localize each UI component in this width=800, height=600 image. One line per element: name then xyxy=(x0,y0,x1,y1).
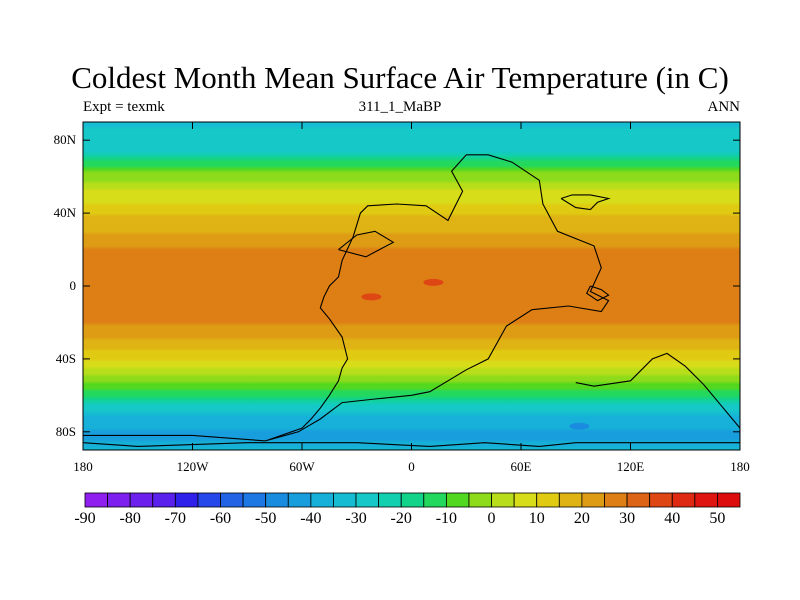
colorbar-swatch-22 xyxy=(581,492,605,508)
colorbar-swatch-23 xyxy=(604,492,628,508)
field-hotspot-0 xyxy=(361,293,382,301)
continent-outline-3 xyxy=(338,230,395,258)
chart-title: Coldest Month Mean Surface Air Temperatu… xyxy=(71,60,729,95)
colorbar-label-9: 0 xyxy=(487,510,496,527)
colorbar-swatch-13 xyxy=(378,492,402,508)
y-tick-label-2: 0 xyxy=(69,278,77,293)
colorbar-swatch-24 xyxy=(626,492,651,508)
colorbar-swatch-27 xyxy=(694,492,718,508)
temperature-field-fill xyxy=(83,122,740,450)
colorbar-swatch-0 xyxy=(84,492,108,508)
continent-outline-4 xyxy=(585,285,610,302)
colorbar-label-13: 40 xyxy=(664,510,681,527)
colorbar-swatch-28 xyxy=(717,492,741,508)
colorbar-swatch-5 xyxy=(197,492,221,508)
colorbar-swatch-4 xyxy=(174,492,199,508)
colorbar-swatch-10 xyxy=(310,492,334,508)
colorbar-swatch-11 xyxy=(333,492,357,508)
y-tick-label-4: 80S xyxy=(55,423,76,439)
colorbar-label-1: -80 xyxy=(119,510,141,527)
continent-outline-1 xyxy=(560,194,611,211)
field-hotspot-2 xyxy=(569,422,590,430)
colorbar-label-11: 20 xyxy=(573,510,590,527)
colorbar-swatch-15 xyxy=(423,492,447,508)
continent-outline-2 xyxy=(83,352,740,447)
colorbar-swatch-19 xyxy=(513,492,538,508)
colorbar-label-2: -70 xyxy=(164,510,186,527)
colorbar-label-14: 50 xyxy=(709,510,726,527)
colorbar-swatch-20 xyxy=(536,492,560,508)
colorbar-label-7: -20 xyxy=(390,510,412,527)
colorbar-swatch-9 xyxy=(287,492,312,508)
temperature-field xyxy=(83,122,740,450)
colorbar-label-8: -10 xyxy=(435,510,458,527)
colorbar-swatch-21 xyxy=(558,492,583,508)
x-tick-label-0: 180 xyxy=(73,459,93,474)
y-tick-label-1: 40N xyxy=(53,205,76,221)
colorbar-swatch-3 xyxy=(152,492,176,508)
colorbar-swatch-17 xyxy=(468,492,492,508)
colorbar-swatch-26 xyxy=(671,492,696,508)
experiment-id-label: 311_1_MaBP xyxy=(358,99,442,115)
continent-outline-0 xyxy=(265,154,610,442)
colorbar-swatch-7 xyxy=(242,492,267,508)
colorbar-swatch-2 xyxy=(129,492,154,508)
colorbar-label-3: -60 xyxy=(209,510,232,527)
colorbar-label-0: -90 xyxy=(74,510,96,527)
season-label: ANN xyxy=(707,99,741,115)
colorbar-label-12: 30 xyxy=(619,510,636,527)
colorbar-label-4: -50 xyxy=(255,510,277,527)
colorbar-label-6: -30 xyxy=(345,510,367,527)
colorbar-swatch-18 xyxy=(491,492,515,508)
colorbar-swatch-16 xyxy=(445,492,470,508)
x-tick-label-5: 120E xyxy=(616,459,645,474)
colorbar-label-5: -40 xyxy=(300,510,322,527)
x-tick-label-4: 60E xyxy=(510,459,532,474)
colorbar-label-10: 10 xyxy=(528,510,545,527)
colorbar xyxy=(84,492,741,508)
colorbar-swatch-6 xyxy=(220,492,244,508)
colorbar-swatch-8 xyxy=(265,492,289,508)
y-tick-label-0: 80N xyxy=(53,132,76,148)
x-tick-label-3: 0 xyxy=(408,459,415,474)
experiment-label: Expt = texmk xyxy=(83,99,165,115)
colorbar-swatch-1 xyxy=(107,492,131,508)
colorbar-swatch-25 xyxy=(649,492,673,508)
continent-outlines xyxy=(83,154,740,447)
axis-ticks xyxy=(82,122,741,450)
x-tick-label-2: 60W xyxy=(289,459,315,474)
colorbar-swatch-14 xyxy=(400,492,425,508)
y-tick-label-3: 40S xyxy=(55,350,76,366)
colorbar-swatch-12 xyxy=(355,492,380,508)
x-tick-label-1: 120W xyxy=(176,459,209,474)
field-hotspot-1 xyxy=(423,278,444,286)
x-tick-label-6: 180 xyxy=(730,459,750,474)
